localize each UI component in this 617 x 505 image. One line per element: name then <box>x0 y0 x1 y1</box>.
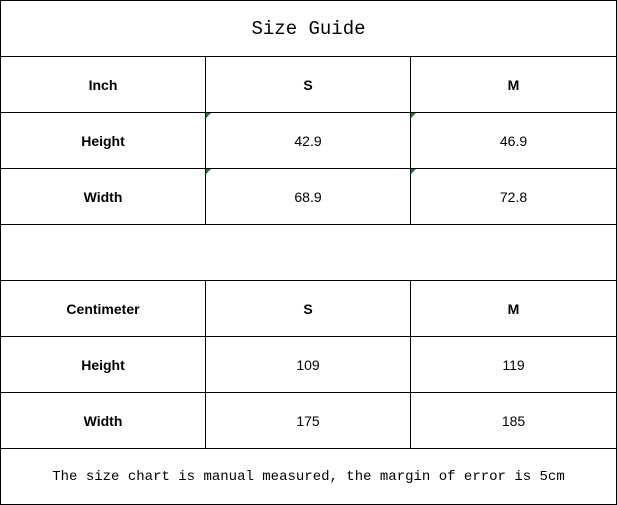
header-cell: S <box>205 280 411 337</box>
row-label: Width <box>0 392 206 449</box>
cell-marker-icon <box>206 169 211 174</box>
cell-marker-icon <box>206 113 211 118</box>
value-cell: 42.9 <box>205 112 411 169</box>
table-row: Height 42.9 46.9 <box>0 112 617 169</box>
empty-cell <box>0 224 617 281</box>
value-cell: 185 <box>410 392 617 449</box>
inch-header-row: Inch S M <box>0 56 617 113</box>
page-title: Size Guide <box>0 0 617 57</box>
cell-marker-icon <box>411 113 416 118</box>
value-cell: 72.8 <box>410 168 617 225</box>
header-cell: Inch <box>0 56 206 113</box>
measurement-note: The size chart is manual measured, the m… <box>0 448 617 505</box>
row-label: Height <box>0 336 206 393</box>
cm-header-row: Centimeter S M <box>0 280 617 337</box>
header-cell: S <box>205 56 411 113</box>
spacer-row <box>0 224 617 281</box>
table-row: Width 175 185 <box>0 392 617 449</box>
value-cell: 46.9 <box>410 112 617 169</box>
header-cell: M <box>410 280 617 337</box>
value-cell: 119 <box>410 336 617 393</box>
row-label: Width <box>0 168 206 225</box>
value-cell: 109 <box>205 336 411 393</box>
table-row: Height 109 119 <box>0 336 617 393</box>
row-label: Height <box>0 112 206 169</box>
value-cell: 68.9 <box>205 168 411 225</box>
header-cell: Centimeter <box>0 280 206 337</box>
table-row: Width 68.9 72.8 <box>0 168 617 225</box>
header-cell: M <box>410 56 617 113</box>
value-cell: 175 <box>205 392 411 449</box>
cell-marker-icon <box>411 169 416 174</box>
